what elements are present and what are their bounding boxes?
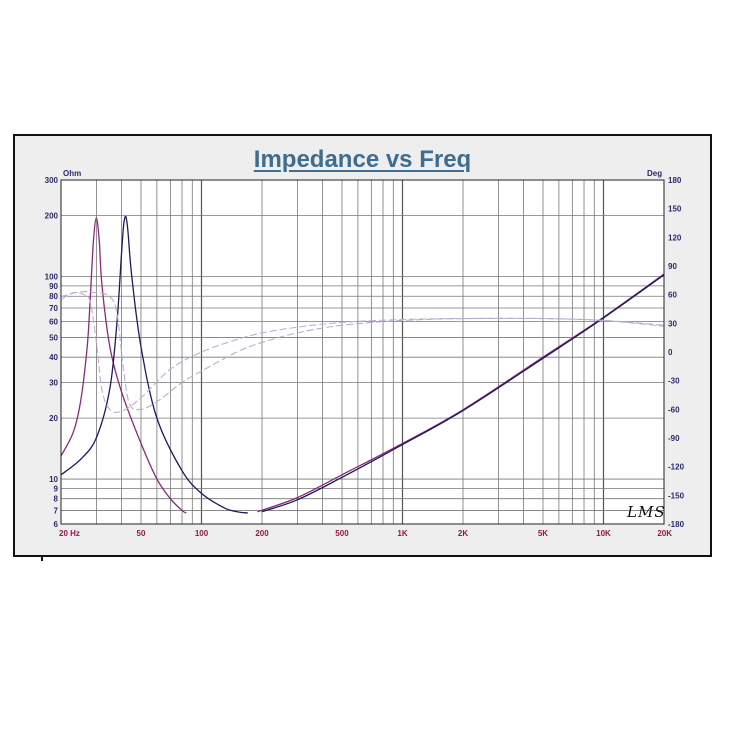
right-axis-unit: Deg bbox=[647, 169, 662, 178]
right-tick-label-9: -90 bbox=[668, 434, 680, 443]
impedance-trace-1 bbox=[60, 215, 248, 514]
right-tick-label-8: -60 bbox=[668, 405, 680, 414]
left-tick-label-0: 300 bbox=[45, 176, 59, 185]
x-tick-label-3: 200 bbox=[255, 529, 269, 538]
left-tick-label-7: 50 bbox=[49, 334, 58, 343]
right-tick-label-7: -30 bbox=[668, 377, 680, 386]
right-tick-label-10: -120 bbox=[668, 463, 685, 472]
x-tick-label-8: 10K bbox=[596, 529, 611, 538]
left-tick-label-14: 7 bbox=[54, 506, 59, 515]
left-axis-unit: Ohm bbox=[63, 169, 81, 178]
x-tick-label-5: 1K bbox=[397, 529, 407, 538]
left-tick-label-3: 90 bbox=[49, 282, 58, 291]
right-tick-label-4: 60 bbox=[668, 291, 677, 300]
left-tick-label-1: 200 bbox=[45, 212, 59, 221]
right-tick-label-3: 90 bbox=[668, 262, 677, 271]
left-tick-label-9: 30 bbox=[49, 378, 58, 387]
x-tick-label-0: 20 Hz bbox=[59, 529, 80, 538]
x-tick-label-2: 100 bbox=[195, 529, 209, 538]
x-tick-label-1: 50 bbox=[137, 529, 146, 538]
left-tick-label-11: 10 bbox=[49, 475, 58, 484]
right-tick-label-6: 0 bbox=[668, 348, 673, 357]
right-tick-label-2: 120 bbox=[668, 233, 682, 242]
right-tick-label-0: 180 bbox=[668, 176, 682, 185]
left-tick-label-13: 8 bbox=[54, 495, 59, 504]
plot-border bbox=[60, 179, 665, 525]
lms-logo: LMS bbox=[627, 503, 666, 521]
left-tick-label-5: 70 bbox=[49, 304, 58, 313]
left-tick-label-4: 80 bbox=[49, 292, 58, 301]
x-tick-label-4: 500 bbox=[335, 529, 349, 538]
right-tick-label-1: 150 bbox=[668, 205, 682, 214]
x-tick-label-6: 2K bbox=[458, 529, 468, 538]
impedance-trace-0 bbox=[60, 217, 187, 514]
x-tick-label-7: 5K bbox=[538, 529, 548, 538]
left-tick-label-8: 40 bbox=[49, 353, 58, 362]
left-tick-label-2: 100 bbox=[45, 273, 59, 282]
left-tick-label-6: 60 bbox=[49, 318, 58, 327]
x-tick-label-9: 20K bbox=[657, 529, 672, 538]
right-tick-label-11: -150 bbox=[668, 491, 685, 500]
tick-labels: 20 Hz 50 100 200 500 1K 2K 5K 10K 20K300200100908… bbox=[45, 176, 685, 538]
impedance-trace-3 bbox=[261, 274, 665, 513]
left-tick-label-15: 6 bbox=[54, 520, 59, 529]
right-tick-label-5: 30 bbox=[668, 319, 677, 328]
chart-traces bbox=[60, 215, 665, 514]
left-tick-label-10: 20 bbox=[49, 414, 58, 423]
frame-corner-mark bbox=[41, 557, 43, 561]
phase-trace-5 bbox=[60, 291, 665, 411]
right-tick-label-12: -180 bbox=[668, 520, 685, 529]
grid-lines bbox=[60, 179, 665, 525]
left-tick-label-12: 9 bbox=[54, 484, 59, 493]
chart-title: Impedance vs Freq bbox=[253, 146, 472, 173]
plot-area bbox=[61, 180, 664, 524]
